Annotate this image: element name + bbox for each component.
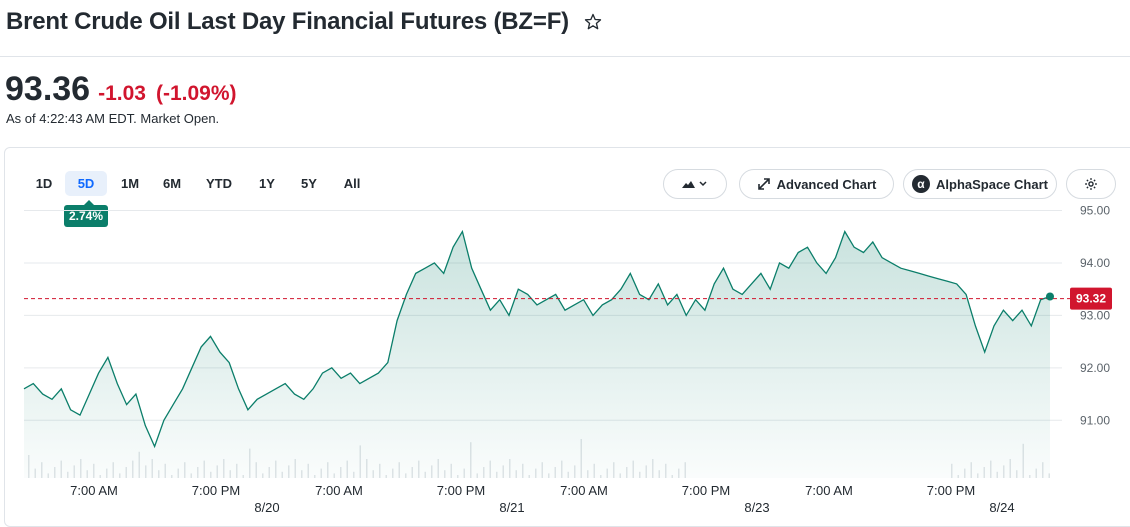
range-tab-ytd[interactable]: YTD [206,176,232,191]
page-title: Brent Crude Oil Last Day Financial Futur… [6,8,569,35]
mountain-chart-icon [682,181,707,188]
range-tab-all[interactable]: All [343,176,361,191]
range-tab-5d[interactable]: 5D [65,171,107,196]
header-divider [0,56,1130,57]
range-tab-5y[interactable]: 5Y [301,176,317,191]
range-tab-1d[interactable]: 1D [35,176,53,191]
advanced-chart-button[interactable]: Advanced Chart [739,169,894,199]
chart-settings-button[interactable] [1066,169,1116,199]
range-tab-1y[interactable]: 1Y [259,176,275,191]
alphaspace-chart-button[interactable]: α AlphaSpace Chart [903,169,1057,199]
range-tab-1m[interactable]: 1M [120,176,140,191]
as-of-timestamp: As of 4:22:43 AM EDT. Market Open. [6,111,220,126]
current-price: 93.36 [5,70,91,108]
alphaspace-chart-label: AlphaSpace Chart [936,176,1048,192]
chart-card [4,147,1130,527]
range-tabs: 1D 5D 1M 6M YTD 1Y 5Y All [26,171,374,196]
range-change-badge: 2.74% [64,200,109,227]
expand-arrows-icon [757,178,770,190]
title-row: Brent Crude Oil Last Day Financial Futur… [6,8,603,36]
chart-type-button[interactable] [663,169,727,199]
price-change: -1.03 [98,82,146,105]
range-tab-6m[interactable]: 6M [162,176,182,191]
advanced-chart-label: Advanced Chart [776,176,877,192]
gear-icon [1085,178,1097,190]
alpha-logo-icon: α [912,175,930,193]
price-change-percent: (-1.09%) [155,82,237,105]
quote-row: 93.36 -1.03 (-1.09%) [5,70,237,109]
star-outline-icon[interactable] [583,12,603,32]
